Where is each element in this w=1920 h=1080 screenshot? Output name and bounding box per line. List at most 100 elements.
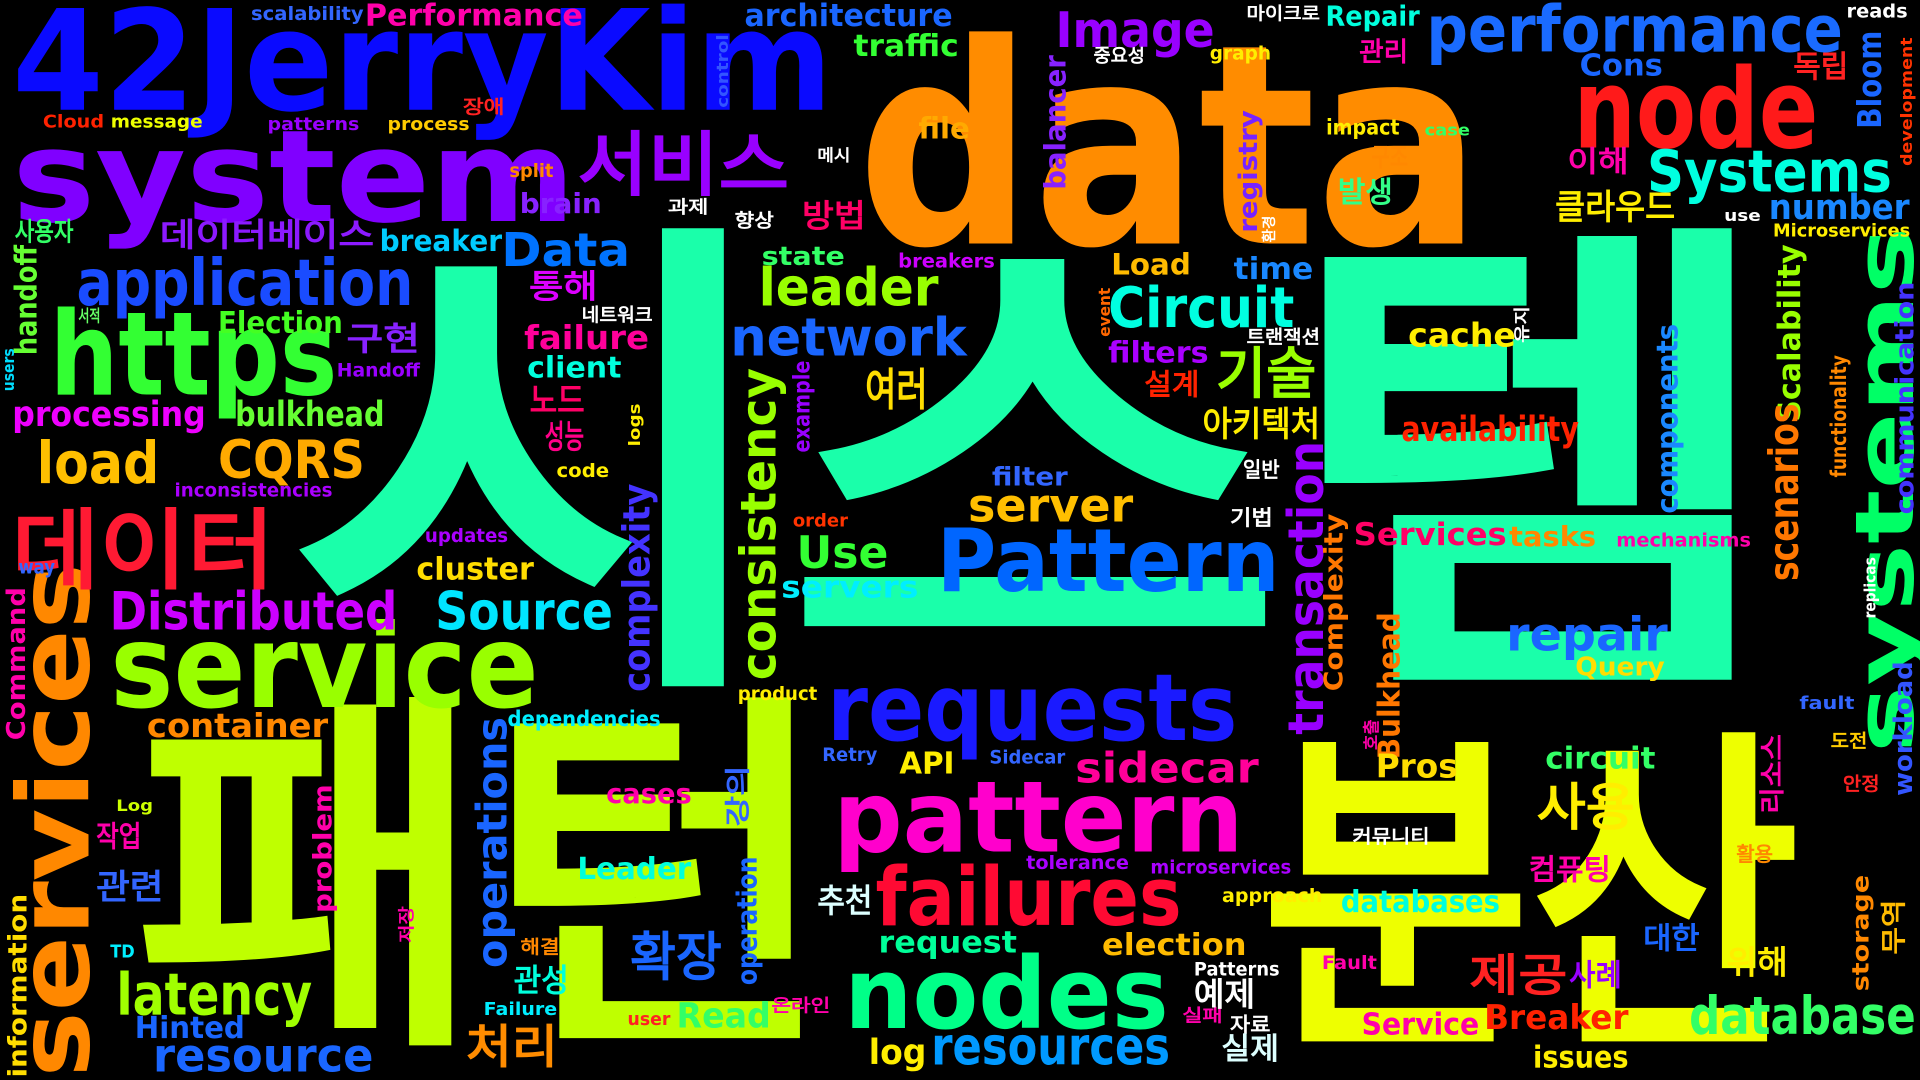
word: file (918, 112, 969, 146)
word: 클라우드 (1555, 188, 1675, 228)
word: 제공 (1469, 950, 1567, 1001)
word: event (1095, 288, 1114, 337)
word: code (557, 461, 610, 482)
word: communication (1890, 282, 1920, 515)
word: 커뮤니티 (1352, 827, 1429, 848)
word: load (37, 429, 159, 497)
word: 안정 (1843, 774, 1880, 795)
word: Cons (1580, 49, 1663, 84)
word: Image (1056, 2, 1215, 59)
word: time (1234, 252, 1314, 287)
word: server (968, 479, 1133, 533)
word: 호출 (1362, 719, 1381, 750)
word: Pros (1376, 748, 1458, 786)
word: Circuit (1108, 276, 1294, 341)
word: Services (1354, 517, 1507, 553)
word: Microservices (1773, 221, 1910, 241)
word: microservices (1150, 858, 1291, 879)
word: 데이터베이스 (160, 216, 374, 254)
word: Bulkhead (1372, 612, 1407, 759)
word: control (713, 34, 732, 107)
word: Fault (1322, 953, 1377, 974)
word: 성능 (545, 418, 584, 456)
word: 아키텍처 (1202, 405, 1320, 445)
word: 강의 (723, 765, 753, 826)
word: Hinted (135, 1011, 245, 1046)
word: Systems (1647, 137, 1892, 205)
word: client (527, 350, 621, 384)
word: 데이터 (12, 500, 275, 602)
word: 구현 (347, 320, 420, 358)
word: 통해 (529, 268, 598, 306)
word: way (18, 558, 55, 579)
word: 관성 (514, 963, 569, 999)
word: operation (730, 857, 763, 986)
word: leader (759, 257, 939, 318)
word: complexity (615, 484, 659, 692)
word: 일반 (1243, 458, 1280, 482)
word: development (1897, 37, 1916, 166)
word: Read (677, 996, 771, 1036)
word: Load (1111, 247, 1191, 281)
word: graph (1210, 43, 1271, 64)
word: architecture (744, 0, 952, 34)
word: Pattern (937, 510, 1280, 612)
word: number (1769, 188, 1911, 228)
word: 사례 (1569, 958, 1622, 993)
word: Patterns (1194, 959, 1280, 980)
word: 해결 (520, 937, 559, 958)
word: Breaker (1484, 998, 1629, 1037)
word: Bloom (1851, 31, 1889, 129)
word: 시스템 (288, 187, 1782, 756)
word: sidecar (1075, 743, 1259, 792)
word: 노드 (530, 382, 585, 422)
word: pattern (833, 760, 1243, 875)
word: 리소스 (1758, 734, 1788, 814)
word: breaker (380, 224, 503, 258)
word: https (50, 288, 338, 423)
word: Scalability (1772, 244, 1808, 422)
word: data (857, 0, 1481, 309)
word: 예제 (1194, 975, 1255, 1013)
word: 활용 (1736, 843, 1773, 866)
word: inconsistencies (174, 481, 332, 502)
word: failure (524, 319, 649, 357)
word: 방법 (802, 199, 866, 235)
word: 처리 (466, 1020, 558, 1074)
word: scenarios (1760, 403, 1808, 581)
word: tolerance (1026, 853, 1129, 874)
word: 42JerryKim (12, 0, 832, 143)
word: 마이크로 (1247, 5, 1320, 25)
word: mechanisms (1616, 531, 1751, 552)
word: Retry (822, 745, 877, 766)
word: node (1573, 46, 1818, 175)
word: 컴퓨팅 (1529, 852, 1611, 886)
word: 관리 (1359, 37, 1408, 68)
word: impact (1326, 115, 1399, 139)
word: issues (1533, 1040, 1629, 1075)
word: workload (1889, 661, 1919, 796)
word: handoff (9, 244, 44, 355)
word: circuit (1545, 742, 1655, 777)
word: request (879, 925, 1017, 960)
word: 저장 (397, 906, 416, 943)
word: 도전 (1831, 732, 1868, 753)
word: bulkhead (235, 395, 384, 435)
word: 실패 (1182, 1006, 1222, 1026)
word: 무역 (1879, 899, 1909, 954)
word: 설계 (1144, 367, 1199, 401)
word: CQRS (218, 430, 365, 491)
word: failures (876, 850, 1182, 945)
word: 과제 (668, 198, 708, 218)
word: 서비스 (577, 125, 789, 206)
word: 패턴 (135, 665, 833, 1080)
word: 기법 (1230, 506, 1273, 530)
word: latency (116, 960, 312, 1028)
word: information (3, 894, 33, 1078)
word: Log (116, 796, 153, 815)
word: functionality (1827, 355, 1851, 478)
word: reads (1847, 2, 1908, 23)
word: product (738, 684, 818, 705)
word: filter (992, 463, 1068, 493)
